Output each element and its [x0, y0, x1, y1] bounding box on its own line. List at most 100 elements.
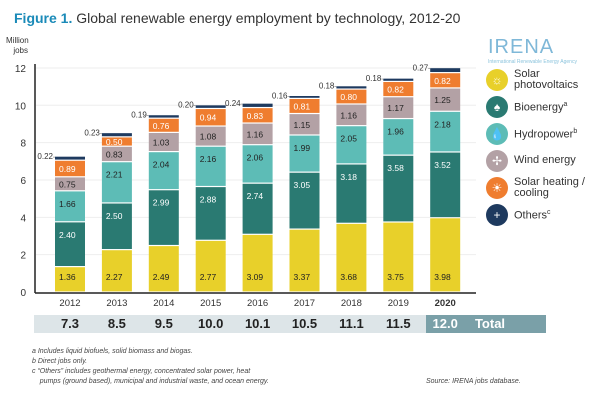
bar-segment [336, 89, 367, 104]
legend-item: + Othersc [486, 201, 600, 228]
data-label: 2.04 [153, 160, 170, 170]
bar-segment [289, 172, 320, 229]
legend-label: Solar photovoltaics [514, 67, 579, 91]
bar-segment [336, 126, 367, 164]
bar-segment [430, 88, 461, 111]
legend-label: Solar heating / cooling [514, 175, 585, 199]
footnote-a: a Includes liquid biofuels, solid biomas… [32, 348, 193, 355]
data-label: 3.98 [434, 272, 451, 282]
others-icon: + [486, 203, 508, 226]
data-label: 2.27 [106, 272, 123, 282]
data-label: 2.77 [200, 272, 217, 282]
x-tick-label: 2015 [200, 298, 221, 309]
data-label: 0.80 [340, 92, 357, 102]
bar-segment [289, 114, 320, 135]
bar-segment [336, 104, 367, 126]
y-axis-label: Million jobs [6, 36, 29, 55]
data-label: 0.18 [366, 74, 382, 83]
legend-item: ✢ Wind energy [486, 147, 600, 174]
figure-label: Figure 1. [14, 10, 73, 26]
data-label: 0.24 [225, 99, 241, 108]
data-label: 2.49 [153, 272, 170, 282]
legend-item: ☀ Solar heating / cooling [486, 174, 600, 201]
data-label: 1.96 [387, 127, 404, 137]
bar-segment [430, 218, 461, 292]
bar-segment [148, 152, 179, 190]
bar-segment [430, 73, 461, 88]
bar-segment [195, 105, 226, 108]
data-label: 2.21 [106, 170, 123, 180]
data-label: 3.75 [387, 272, 404, 282]
bar-segment [101, 146, 132, 162]
data-label: 0.20 [178, 101, 194, 110]
bar-segment [242, 103, 273, 107]
bar-segment [55, 156, 85, 160]
leaf-icon: ♠ [486, 95, 508, 118]
irena-logo: IRENA International Renewable Energy Agen… [488, 36, 577, 65]
bar-segment [55, 177, 85, 191]
x-tick-label: 2014 [153, 298, 174, 309]
bar-segment [242, 183, 273, 234]
bar-segment [101, 133, 132, 137]
bar-segment [242, 123, 273, 145]
water-drop-icon: 💧 [486, 122, 508, 145]
logo-tagline: International Renewable Energy Agency [488, 59, 577, 65]
bar-segment [195, 109, 226, 126]
bar-segment [195, 240, 226, 292]
data-label: 2.88 [200, 195, 217, 205]
logo-text: IRENA [488, 36, 555, 58]
total-value: 9.5 [154, 316, 173, 331]
data-label: 0.50 [106, 137, 123, 147]
data-label: 2.74 [247, 191, 264, 201]
footnote-c: c “Others” includes geothermal energy, c… [32, 368, 251, 375]
y-tick-label: 10 [15, 101, 27, 112]
data-label: 1.25 [434, 95, 451, 105]
data-label: 1.99 [294, 143, 311, 153]
legend-item: ☼ Solar photovoltaics [486, 66, 600, 93]
total-value: 12.0 [432, 316, 458, 331]
data-label: 0.27 [413, 64, 429, 73]
totals-row [34, 315, 426, 333]
y-tick-label: 2 [20, 251, 26, 262]
y-tick-label: 12 [15, 64, 27, 75]
title-text: Global renewable energy employment by te… [76, 10, 461, 26]
legend-item: ♠ Bioenergya [486, 93, 600, 120]
bar-segment [195, 126, 226, 146]
bar-segment [55, 222, 85, 267]
bar-segment [55, 160, 85, 177]
y-tick-label: 0 [20, 288, 26, 299]
data-label: 0.19 [131, 111, 147, 120]
data-label: 3.05 [294, 180, 311, 190]
bar-segment [383, 119, 414, 155]
data-label: 2.06 [247, 153, 264, 163]
bar-segment [101, 203, 132, 250]
legend: ☼ Solar photovoltaics ♠ Bioenergya 💧 Hydropow… [486, 66, 600, 228]
data-label: 0.18 [319, 82, 335, 91]
legend-item: 💧 Hydropowerb [486, 120, 600, 147]
total-value: 8.5 [107, 316, 126, 331]
bar-segment [430, 68, 461, 73]
bar-segment [101, 137, 132, 146]
data-label: 1.17 [387, 103, 404, 113]
data-label: 2.99 [153, 198, 170, 208]
x-tick-label: 2016 [247, 298, 268, 309]
data-label: 0.83 [247, 111, 264, 121]
data-label: 0.81 [294, 101, 311, 111]
bar-segment [195, 187, 226, 240]
legend-label: Wind energy [514, 154, 576, 166]
bar-segment [55, 267, 85, 292]
sun-icon: ☼ [486, 68, 508, 91]
legend-label: Bioenergya [514, 101, 568, 114]
bar-segment [336, 223, 367, 292]
bar-segment [195, 146, 226, 186]
bar-segment [430, 111, 461, 152]
source-note: Source: IRENA jobs database. [426, 378, 521, 385]
bar-segment [242, 234, 273, 292]
data-label: 2.50 [106, 211, 123, 221]
bar-segment [148, 190, 179, 245]
total-value: 7.3 [60, 316, 80, 331]
total-value: 10.0 [198, 316, 224, 331]
x-tick-label: 2020 [435, 298, 456, 309]
legend-label: Hydropowerb [514, 128, 578, 141]
